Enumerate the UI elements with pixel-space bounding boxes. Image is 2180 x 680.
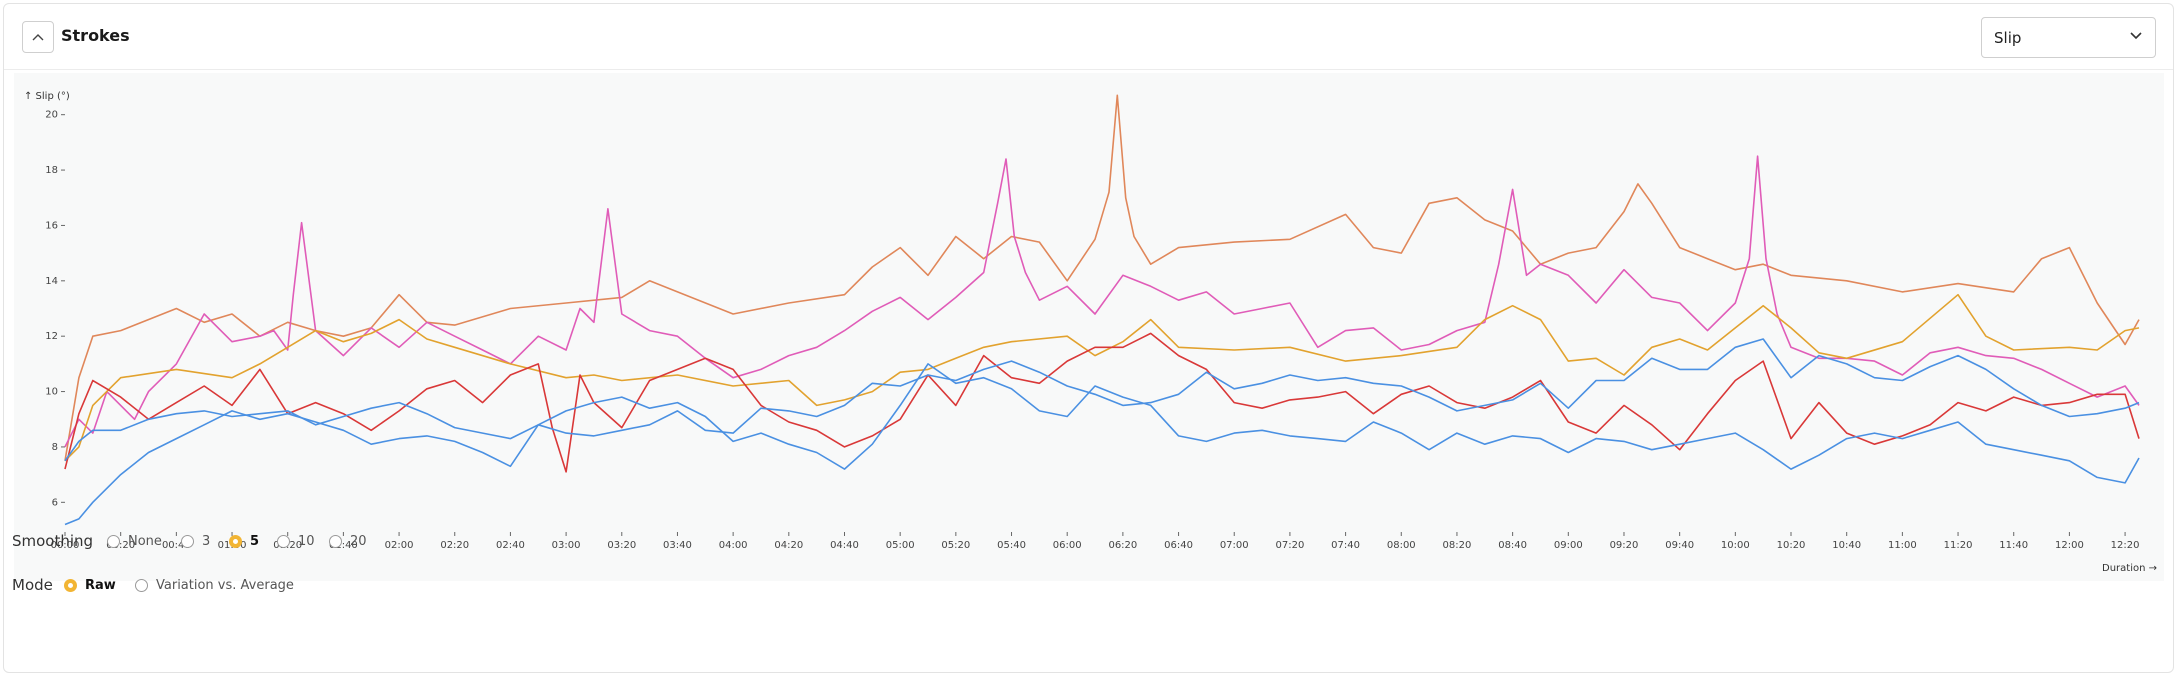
y-tick-label: 8 [52,442,58,453]
radio-circle-icon [181,535,194,548]
mode-option-label: Raw [85,578,116,593]
x-tick-label: 02:20 [440,540,469,551]
mode-label: Mode [12,576,53,594]
x-tick-label: 10:00 [1721,540,1750,551]
radio-circle-icon [64,579,77,592]
x-tick-label: 03:00 [552,540,581,551]
x-tick-label: 08:00 [1387,540,1416,551]
metric-select[interactable]: Slip [1981,17,2156,58]
x-tick-label: 11:40 [1999,540,2028,551]
plot-background [14,73,2164,581]
x-tick-label: 04:40 [830,540,859,551]
y-tick-label: 12 [45,331,58,342]
series-line-2 [64,155,2140,448]
x-tick-label: 07:40 [1331,540,1360,551]
x-tick-label: 05:00 [886,540,915,551]
radio-circle-icon [277,535,290,548]
y-axis: 6 8 10 12 14 16 18 20 [45,110,65,508]
series-line-3 [64,293,2140,462]
radio-circle-icon [135,579,148,592]
x-tick-label: 06:00 [1053,540,1082,551]
y-tick-label: 14 [45,276,58,287]
x-tick-label: 03:40 [663,540,692,551]
radio-circle-icon [107,535,120,548]
x-tick-label: 02:00 [385,540,414,551]
x-tick-label: 09:20 [1610,540,1639,551]
x-axis-label: Duration → [2102,563,2157,574]
smoothing-option[interactable]: 5 [229,534,259,549]
y-tick-label: 16 [45,220,58,231]
smoothing-option-label: None [128,534,162,549]
y-tick-label: 18 [45,165,58,176]
mode-option[interactable]: Variation vs. Average [135,578,294,593]
smoothing-option-label: 10 [298,534,315,549]
x-tick-label: 03:20 [607,540,636,551]
radio-circle-icon [329,535,342,548]
mode-option-label: Variation vs. Average [156,578,294,593]
x-tick-label: 12:20 [2111,540,2140,551]
x-tick-label: 00:00 [51,540,80,551]
x-tick-label: 11:00 [1888,540,1917,551]
x-tick-label: 06:40 [1164,540,1193,551]
x-tick-label: 10:40 [1832,540,1861,551]
x-tick-label: 02:40 [496,540,525,551]
x-tick-label: 00:40 [162,540,191,551]
smoothing-option[interactable]: 20 [329,534,367,549]
x-tick-label: 09:40 [1665,540,1694,551]
chevron-up-icon [32,34,44,41]
collapse-button[interactable] [22,21,54,53]
mode-control: Mode Raw Variation vs. Average [12,576,612,602]
smoothing-control: Smoothing None 3 5 10 20 [12,532,612,558]
x-tick-label: 07:20 [1275,540,1304,551]
smoothing-label: Smoothing [12,532,94,550]
smoothing-option-label: 20 [350,534,367,549]
panel-header: Strokes Slip [4,4,2173,70]
smoothing-option-label: 5 [250,534,260,549]
series-line-6 [64,338,2140,462]
x-tick-label: 10:20 [1777,540,1806,551]
series-group [64,94,2140,526]
x-tick-label: 04:00 [719,540,748,551]
panel-title: Strokes [61,26,130,45]
x-tick-label: 01:40 [329,540,358,551]
x-tick-label: 06:20 [1108,540,1137,551]
x-tick-label: 12:00 [2055,540,2084,551]
smoothing-option-label: 3 [202,534,211,549]
x-tick-label: 09:00 [1554,540,1583,551]
x-tick-label: 08:40 [1498,540,1527,551]
series-line-4 [64,332,2140,473]
x-tick-label: 05:40 [997,540,1026,551]
x-tick-label: 05:20 [941,540,970,551]
radio-circle-icon [229,535,242,548]
y-tick-label: 6 [52,497,58,508]
smoothing-option[interactable]: 10 [277,534,315,549]
strokes-panel: Strokes Slip ↑ Slip (°) Duration → 6 8 10 1… [3,3,2174,673]
x-tick-label: 08:20 [1443,540,1472,551]
y-tick-label: 20 [45,110,58,121]
x-tick-label: 04:20 [774,540,803,551]
chevron-down-icon [2130,32,2142,40]
y-tick-label: 10 [45,387,58,398]
smoothing-option[interactable]: 3 [181,534,210,549]
y-axis-label: ↑ Slip (°) [24,91,70,102]
x-tick-label: 11:20 [1944,540,1973,551]
smoothing-option[interactable]: None [107,534,162,549]
metric-select-value: Slip [1994,29,2022,47]
x-axis: 00:0000:2000:4001:0001:2001:4002:0002:20… [51,532,2140,551]
x-tick-label: 00:20 [106,540,135,551]
mode-option[interactable]: Raw [64,578,116,593]
slip-line-chart: ↑ Slip (°) Duration → 6 8 10 12 14 16 18 20 00:… [14,73,2164,581]
x-tick-label: 07:00 [1220,540,1249,551]
series-line-5 [64,363,2140,526]
